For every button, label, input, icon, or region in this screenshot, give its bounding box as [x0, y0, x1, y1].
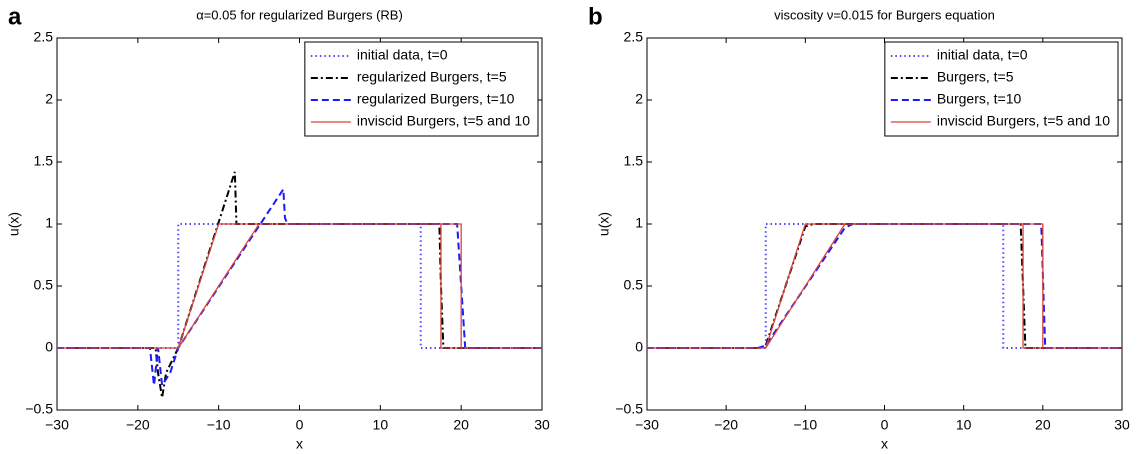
- y-tick-label: 2.5: [624, 29, 644, 45]
- y-tick-label: 2: [45, 91, 53, 107]
- y-tick-label: −0.5: [25, 401, 53, 417]
- legend-box: [304, 41, 539, 137]
- y-tick-label: 1: [635, 215, 643, 231]
- y-tick-label: 2: [635, 91, 643, 107]
- legend-label: inviscid Burgers, t=5 and 10: [937, 113, 1110, 129]
- legend-label: inviscid Burgers, t=5 and 10: [357, 113, 530, 129]
- panel-label: a: [8, 3, 22, 30]
- x-axis-label: x: [881, 436, 888, 452]
- legend-label: initial data, t=0: [357, 47, 448, 63]
- y-tick-label: 1.5: [34, 153, 54, 169]
- x-tick-label: −20: [126, 417, 150, 433]
- legend-label: regularized Burgers, t=5: [357, 69, 507, 85]
- x-tick-label: 30: [1114, 417, 1130, 433]
- x-tick-label: 20: [1035, 417, 1051, 433]
- y-tick-label: 2.5: [34, 29, 54, 45]
- x-tick-label: 0: [296, 417, 304, 433]
- y-tick-label: 1.5: [624, 153, 644, 169]
- y-tick-label: 0: [45, 339, 53, 355]
- x-tick-label: 10: [956, 417, 972, 433]
- x-tick-label: 30: [534, 417, 550, 433]
- legend-box: [884, 41, 1119, 137]
- legend: initial data, t=0 regularized Burgers, t=…: [304, 41, 539, 137]
- x-tick-label: 0: [881, 417, 889, 433]
- legend-label: initial data, t=0: [937, 47, 1028, 63]
- panel-label: b: [588, 3, 603, 30]
- y-axis-label: u(x): [6, 212, 22, 236]
- x-tick-label: −30: [45, 417, 69, 433]
- x-tick-label: −30: [635, 417, 659, 433]
- chart-title: viscosity ν=0.015 for Burgers equation: [774, 7, 995, 22]
- legend-label: Burgers, t=5: [937, 69, 1014, 85]
- y-axis-label: u(x): [596, 212, 612, 236]
- x-tick-label: 20: [453, 417, 469, 433]
- y-tick-label: 0.5: [624, 277, 644, 293]
- legend-label: regularized Burgers, t=10: [357, 91, 515, 107]
- series-line: [57, 171, 542, 398]
- legend: initial data, t=0 Burgers, t=5 Burgers, t=…: [884, 41, 1119, 137]
- x-tick-label: −10: [793, 417, 817, 433]
- series-line: [57, 186, 542, 389]
- y-tick-label: 0.5: [34, 277, 54, 293]
- legend-label: Burgers, t=10: [937, 91, 1022, 107]
- series-line: [57, 223, 542, 349]
- x-tick-label: −20: [714, 417, 738, 433]
- series-line: [647, 223, 1122, 349]
- x-axis-label: x: [296, 436, 303, 452]
- y-tick-label: −0.5: [615, 401, 643, 417]
- y-tick-label: 1: [45, 215, 53, 231]
- chart-title: α=0.05 for regularized Burgers (RB): [196, 7, 403, 22]
- y-tick-label: 0: [635, 339, 643, 355]
- x-tick-label: −10: [207, 417, 231, 433]
- x-tick-label: 10: [373, 417, 389, 433]
